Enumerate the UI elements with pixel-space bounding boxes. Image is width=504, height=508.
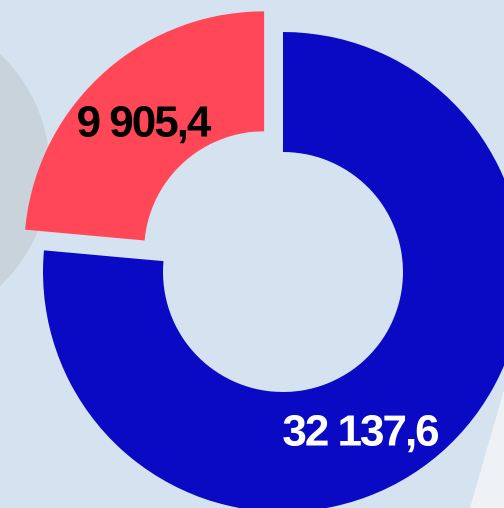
- value-label: 9 905,4: [77, 98, 212, 147]
- donut-segment: [43, 32, 504, 508]
- donut-segment: [25, 11, 265, 241]
- value-label: 32 137,6: [282, 407, 438, 456]
- decor-panel: [470, 390, 504, 508]
